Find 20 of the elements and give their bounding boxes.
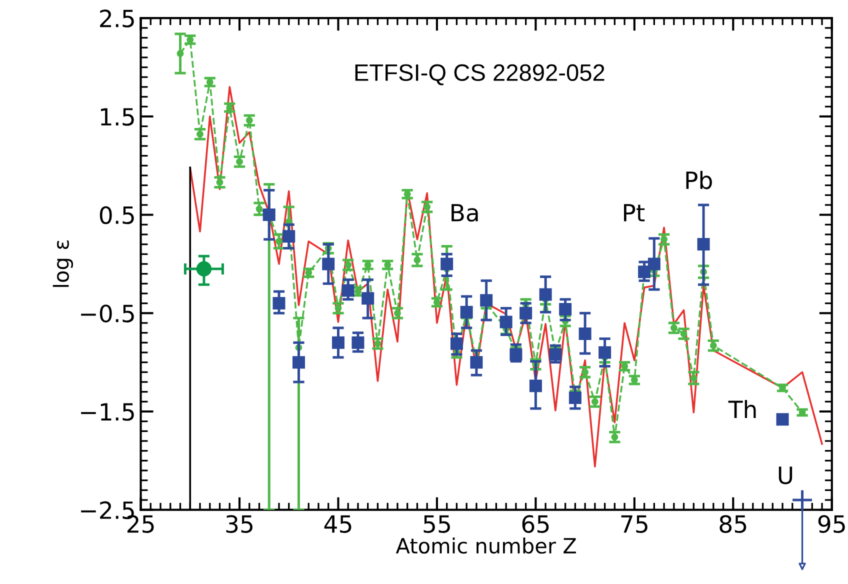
- y-tick-label: 0.5: [100, 206, 134, 224]
- annotation: U: [778, 466, 792, 484]
- y-tick-label: 2.5: [100, 10, 134, 28]
- annotation: Pt: [624, 204, 645, 222]
- x-axis-title: Atomic number Z: [396, 538, 576, 554]
- text: ETFSI-Q CS 22892-052: [355, 64, 604, 86]
- x-tick-label: 65: [522, 515, 549, 533]
- x-tick-label: 55: [424, 515, 450, 533]
- x-tick-label: 95: [818, 515, 845, 533]
- annotation: Pb: [686, 170, 712, 190]
- y-tick-label: −0.5: [81, 304, 134, 322]
- y-tick-label: −1.5: [81, 403, 134, 421]
- x-tick-label: 35: [226, 515, 252, 533]
- x-tick-label: 75: [621, 515, 648, 533]
- x-tick-label: 85: [720, 515, 746, 533]
- annotation: Ba: [452, 204, 478, 222]
- y-axis-title: log ε: [52, 240, 74, 287]
- annotation: Th: [728, 400, 756, 418]
- y-tick-label: 1.5: [100, 108, 134, 126]
- x-tick-label: 45: [324, 515, 352, 533]
